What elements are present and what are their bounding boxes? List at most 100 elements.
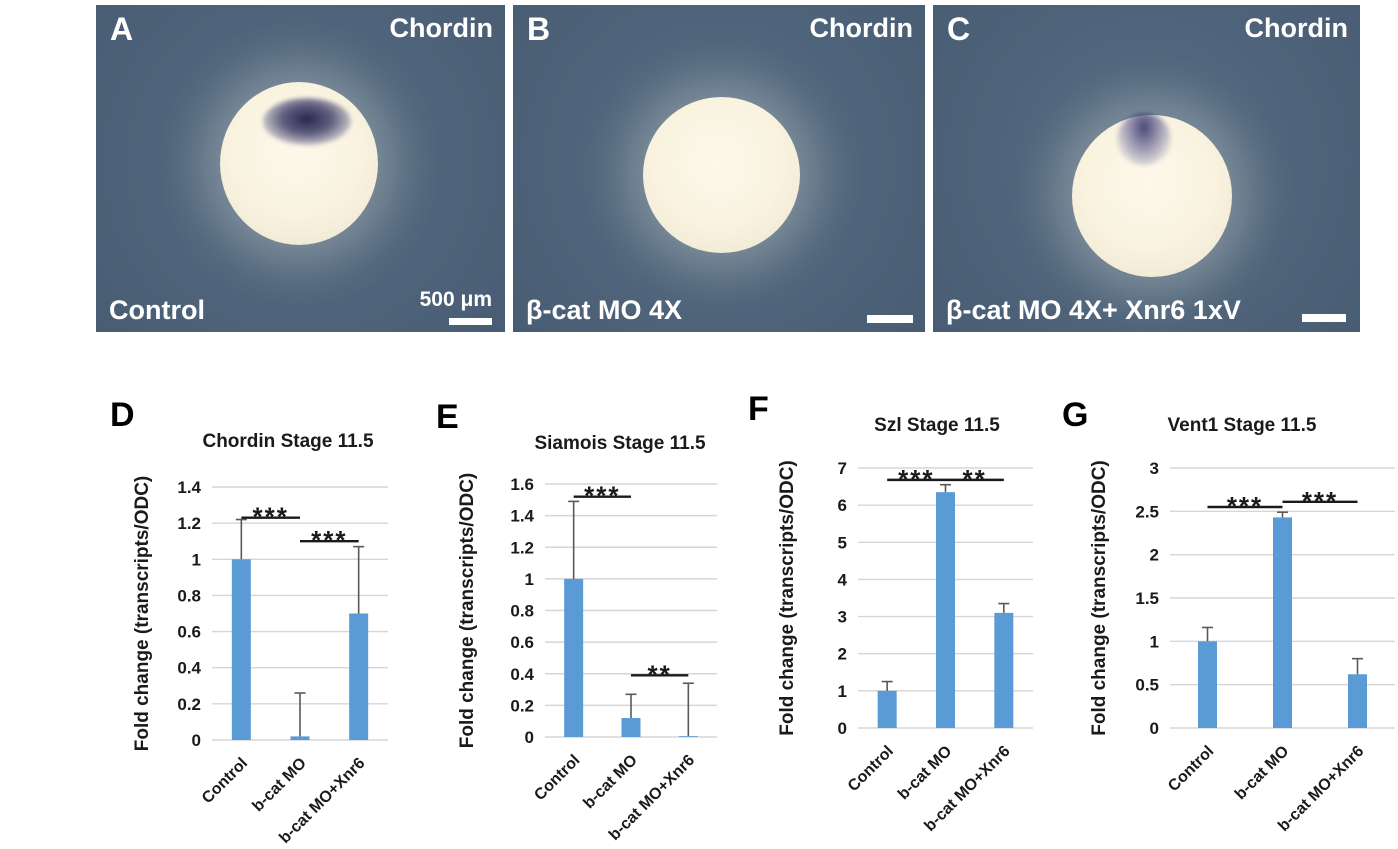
significance-stars: *** — [1227, 491, 1263, 521]
gene-label: Chordin — [389, 13, 493, 43]
y-tick-label: 1.2 — [177, 514, 201, 533]
y-tick-label: 0.8 — [177, 586, 201, 605]
condition-label: β-cat MO 4X+ Xnr6 1xV — [946, 295, 1241, 325]
condition-label: β-cat MO 4X — [526, 295, 683, 325]
panel-letter: F — [748, 390, 769, 428]
y-tick-label: 7 — [838, 459, 847, 478]
x-category-label: Control — [845, 743, 897, 795]
chart-title: Szl Stage 11.5 — [874, 415, 1000, 436]
y-tick-label: 1.2 — [510, 538, 534, 557]
y-tick-label: 2.5 — [1135, 502, 1159, 521]
bar-chart-vent1: G Vent1 Stage 11.5 Fold change (transcrip… — [1055, 390, 1398, 849]
chart-canvas: Chordin Stage 11.5 Fold change (transcrip… — [132, 431, 388, 847]
y-tick-label: 2 — [1150, 546, 1159, 565]
x-category-label: Control — [199, 755, 251, 807]
y-tick-label: 1 — [1150, 632, 1159, 651]
bar-chart-siamois: E Siamois Stage 11.5 Fold change (transcr… — [420, 390, 745, 849]
photo-panel-a: A Chordin Control 500 μm — [96, 5, 505, 332]
chart-canvas: Vent1 Stage 11.5 Fold change (transcripts… — [1089, 415, 1395, 835]
chart-title: Siamois Stage 11.5 — [534, 433, 706, 454]
y-axis-label: Fold change (transcripts/ODC) — [457, 473, 478, 749]
panel-letter: C — [947, 11, 971, 47]
embryo — [643, 97, 800, 253]
significance-stars: *** — [1302, 486, 1338, 516]
y-tick-label: 0 — [192, 731, 201, 750]
x-category-label: b-cat MO — [1232, 743, 1292, 803]
y-tick-label: 6 — [838, 496, 847, 515]
y-axis-label: Fold change (transcripts/ODC) — [132, 476, 153, 752]
photo-panel-b: B Chordin β-cat MO 4X — [513, 5, 925, 332]
chart-title: Vent1 Stage 11.5 — [1168, 415, 1317, 436]
y-tick-label: 1 — [192, 550, 201, 569]
significance-stars: ** — [963, 464, 987, 494]
y-tick-label: 1 — [525, 570, 534, 589]
condition-label: Control — [109, 295, 205, 325]
chart-title: Chordin Stage 11.5 — [202, 431, 373, 452]
y-tick-label: 0.4 — [177, 659, 201, 678]
y-tick-label: 0.2 — [510, 696, 534, 715]
x-category-label: b-cat MO — [249, 755, 309, 815]
y-tick-label: 0.5 — [1135, 676, 1159, 695]
significance-stars: *** — [584, 481, 620, 511]
bar-b-cat MO+Xnr6 — [349, 613, 369, 740]
x-category-label: b-cat MO — [580, 752, 640, 812]
bar-Control — [231, 559, 251, 740]
y-tick-label: 5 — [838, 533, 847, 552]
chart-canvas: Szl Stage 11.5 Fold change (transcripts/O… — [777, 415, 1033, 835]
y-tick-label: 4 — [838, 570, 848, 589]
bar-b-cat MO — [290, 736, 310, 740]
y-tick-label: 0.8 — [510, 602, 534, 621]
y-tick-label: 3 — [1150, 459, 1159, 478]
scale-bar — [449, 318, 492, 325]
significance-stars: *** — [252, 502, 288, 532]
y-axis-label: Fold change (transcripts/ODC) — [1089, 460, 1110, 736]
bar-Control — [1198, 641, 1217, 728]
y-tick-label: 0.2 — [177, 695, 201, 714]
y-tick-label: 0.6 — [510, 633, 534, 652]
y-tick-label: 2 — [838, 645, 847, 664]
significance-stars: *** — [898, 464, 934, 494]
bar-b-cat MO+Xnr6 — [678, 736, 698, 737]
y-tick-label: 0 — [838, 719, 847, 738]
y-tick-label: 1.4 — [177, 478, 201, 497]
scale-bar — [867, 315, 913, 323]
bar-b-cat MO — [936, 492, 955, 728]
gene-label: Chordin — [809, 13, 913, 43]
bar-b-cat MO+Xnr6 — [1348, 674, 1367, 728]
significance-stars: *** — [311, 525, 347, 555]
chordin-stain — [1117, 113, 1171, 165]
panel-letter: A — [110, 11, 134, 47]
significance-stars: ** — [648, 659, 672, 689]
y-tick-label: 3 — [838, 608, 847, 627]
y-axis-label: Fold change (transcripts/ODC) — [777, 460, 798, 736]
y-tick-label: 0.4 — [510, 665, 534, 684]
bar-Control — [877, 690, 897, 728]
x-category-label: Control — [531, 752, 583, 804]
x-category-label: b-cat MO — [895, 743, 955, 803]
y-tick-label: 0 — [525, 728, 534, 747]
panel-letter: D — [110, 396, 135, 434]
bar-b-cat MO — [1273, 517, 1292, 728]
panel-letter: G — [1062, 396, 1089, 434]
bar-chart-chordin: D Chordin Stage 11.5 Fold change (transcr… — [95, 390, 420, 849]
chordin-stain — [263, 98, 351, 145]
photo-panel-c: C Chordin β-cat MO 4X+ Xnr6 1xV — [933, 5, 1360, 332]
chart-canvas: Siamois Stage 11.5 Fold change (transcrip… — [457, 433, 717, 844]
bar-Control — [564, 578, 584, 737]
bar-b-cat MO — [621, 718, 641, 737]
y-tick-label: 0 — [1150, 719, 1159, 738]
y-tick-label: 0.6 — [177, 623, 201, 642]
y-tick-label: 1.6 — [510, 475, 534, 494]
panel-letter: B — [527, 11, 551, 47]
panel-letter: E — [436, 398, 459, 436]
bar-b-cat MO+Xnr6 — [994, 612, 1014, 728]
scale-bar-text: 500 μm — [419, 288, 492, 311]
x-category-label: Control — [1165, 743, 1217, 795]
bar-chart-szl: F Szl Stage 11.5 Fold change (transcripts… — [745, 390, 1070, 849]
gene-label: Chordin — [1244, 13, 1348, 43]
y-tick-label: 1.5 — [1135, 589, 1159, 608]
scale-bar — [1302, 314, 1346, 322]
y-tick-label: 1.4 — [510, 507, 534, 526]
y-tick-label: 1 — [838, 682, 847, 701]
